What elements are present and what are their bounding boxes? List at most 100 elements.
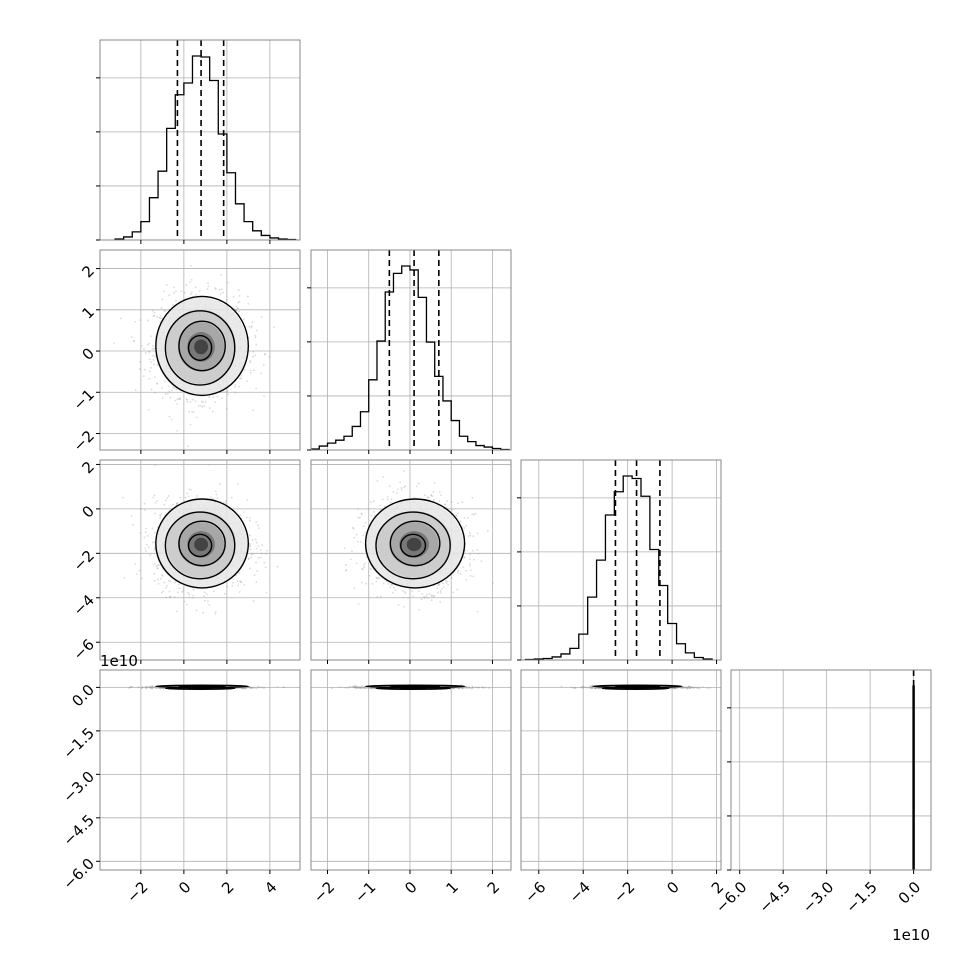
density-level	[406, 537, 422, 552]
sample-point	[248, 516, 251, 519]
sample-point	[415, 485, 418, 488]
sample-point	[375, 576, 378, 579]
sample-point	[234, 308, 237, 311]
contour-line	[164, 511, 236, 580]
sample-point	[404, 592, 407, 594]
sample-point	[141, 687, 144, 689]
sample-point	[224, 502, 227, 505]
sample-point	[172, 292, 175, 295]
sample-point	[344, 569, 347, 572]
sample-point	[450, 577, 453, 579]
sample-point	[163, 310, 166, 312]
sample-point	[186, 400, 189, 403]
sample-point	[167, 495, 170, 497]
sample-point	[188, 596, 191, 599]
sample-point	[459, 573, 462, 575]
sample-point	[386, 495, 389, 498]
contour-line	[178, 320, 226, 372]
sample-point	[459, 520, 462, 523]
sample-point	[214, 612, 217, 615]
sample-point	[163, 380, 166, 383]
sample-point	[380, 595, 382, 598]
sample-point	[438, 584, 440, 586]
sample-point	[373, 514, 376, 517]
sample-point	[243, 584, 246, 586]
sample-point	[353, 536, 356, 539]
sample-point	[471, 513, 474, 516]
sample-point	[144, 531, 147, 533]
sample-point	[150, 686, 152, 689]
sample-point	[476, 610, 479, 613]
sample-point	[248, 519, 251, 522]
sample-point	[169, 580, 172, 583]
sample-point	[423, 595, 425, 598]
sample-point	[214, 610, 217, 613]
sample-point	[430, 494, 433, 497]
contour-line	[155, 498, 250, 589]
sample-point	[175, 299, 177, 302]
sample-point	[364, 531, 367, 534]
sample-point	[176, 398, 179, 401]
sample-point	[255, 521, 258, 523]
sample-point	[249, 545, 252, 547]
sample-point	[144, 351, 147, 354]
sample-point	[208, 407, 211, 409]
sample-point	[469, 532, 471, 534]
sample-point	[143, 368, 146, 371]
sample-point	[144, 686, 147, 688]
sample-point	[186, 492, 189, 495]
sample-point	[239, 377, 241, 380]
sample-point	[132, 340, 135, 343]
sample-point	[163, 581, 166, 584]
sample-point	[201, 401, 204, 404]
sample-point	[156, 382, 159, 385]
sample-point	[154, 355, 156, 358]
sample-point	[249, 548, 252, 551]
sample-point	[151, 685, 154, 688]
sample-point	[462, 556, 465, 559]
sample-point	[181, 591, 184, 593]
sample-point	[178, 587, 180, 590]
sample-point	[357, 508, 360, 510]
sample-point	[194, 293, 197, 296]
sample-point	[252, 355, 254, 358]
sample-point	[397, 603, 400, 606]
sample-point	[461, 501, 464, 503]
sample-point	[163, 290, 166, 293]
sample-point	[152, 541, 154, 544]
sample-point	[236, 482, 239, 485]
sample-point	[193, 410, 195, 413]
sample-point	[370, 514, 373, 517]
sample-point	[214, 288, 217, 290]
sample-point	[421, 592, 424, 595]
sample-point	[389, 586, 392, 589]
sample-point	[237, 584, 240, 587]
sample-point	[444, 503, 447, 506]
histogram-p1	[311, 265, 510, 450]
sample-point	[168, 590, 171, 593]
contour-line	[389, 520, 441, 567]
sample-point	[151, 309, 154, 312]
sample-point	[257, 527, 260, 530]
sample-point	[255, 547, 258, 550]
sample-point	[200, 400, 203, 403]
sample-point	[249, 369, 252, 372]
sample-point	[257, 545, 260, 547]
sample-point	[469, 553, 472, 556]
sample-point	[355, 533, 358, 536]
sample-point	[156, 382, 158, 385]
sample-point	[345, 568, 348, 571]
sample-point	[455, 515, 458, 517]
sample-point	[357, 603, 360, 605]
sample-point	[170, 418, 173, 421]
sample-point	[447, 583, 449, 586]
sample-point	[440, 494, 443, 496]
sample-point	[250, 553, 253, 556]
sample-point	[237, 289, 240, 292]
sample-point	[401, 589, 404, 592]
contour-line	[178, 520, 226, 567]
sample-point	[246, 295, 249, 298]
sample-point	[362, 564, 365, 566]
sample-point	[174, 596, 176, 598]
sample-point	[402, 605, 405, 608]
